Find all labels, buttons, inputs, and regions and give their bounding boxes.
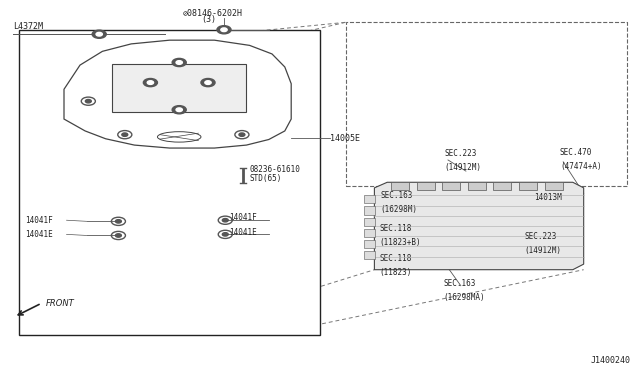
Bar bbox=[545, 182, 563, 190]
Circle shape bbox=[115, 234, 122, 237]
Bar bbox=[493, 182, 511, 190]
Text: J1400240: J1400240 bbox=[590, 356, 630, 365]
Text: FRONT: FRONT bbox=[46, 299, 75, 308]
Bar bbox=[364, 229, 375, 237]
Text: SEC.470: SEC.470 bbox=[560, 148, 593, 157]
Bar bbox=[364, 218, 375, 226]
Text: ⊘08146-6202H: ⊘08146-6202H bbox=[182, 9, 243, 18]
Bar bbox=[364, 251, 375, 259]
Text: L4372M: L4372M bbox=[13, 22, 43, 31]
Circle shape bbox=[176, 108, 182, 112]
Circle shape bbox=[239, 133, 245, 137]
Bar bbox=[468, 182, 486, 190]
Circle shape bbox=[222, 232, 228, 236]
Text: (47474+A): (47474+A) bbox=[560, 162, 602, 171]
Circle shape bbox=[85, 99, 92, 103]
Text: 14041F: 14041F bbox=[229, 213, 257, 222]
Polygon shape bbox=[112, 64, 246, 112]
Circle shape bbox=[205, 81, 211, 84]
Ellipse shape bbox=[157, 132, 201, 142]
Bar bbox=[364, 206, 375, 215]
Text: SEC.223: SEC.223 bbox=[525, 232, 557, 241]
Bar bbox=[519, 182, 537, 190]
Bar bbox=[364, 195, 375, 203]
Text: SEC.118: SEC.118 bbox=[380, 254, 412, 263]
Circle shape bbox=[172, 106, 186, 114]
Text: (11823+B): (11823+B) bbox=[380, 238, 421, 247]
Circle shape bbox=[201, 78, 215, 87]
Polygon shape bbox=[64, 40, 291, 148]
Circle shape bbox=[176, 61, 182, 64]
Circle shape bbox=[172, 58, 186, 67]
Text: (16298MA): (16298MA) bbox=[444, 293, 485, 302]
Circle shape bbox=[122, 133, 128, 137]
Text: (14912M): (14912M) bbox=[445, 163, 482, 172]
Polygon shape bbox=[374, 182, 584, 270]
Circle shape bbox=[147, 81, 154, 84]
Circle shape bbox=[217, 26, 231, 34]
Circle shape bbox=[92, 30, 106, 38]
Circle shape bbox=[221, 28, 227, 32]
Bar bbox=[19, 30, 320, 335]
Text: (14912M): (14912M) bbox=[525, 246, 562, 255]
Circle shape bbox=[222, 218, 228, 222]
Circle shape bbox=[115, 219, 122, 223]
Text: STD(65): STD(65) bbox=[250, 174, 282, 183]
Text: 14041E: 14041E bbox=[26, 230, 53, 239]
Circle shape bbox=[96, 32, 102, 36]
Text: 14013M: 14013M bbox=[534, 193, 562, 202]
Text: 14005E: 14005E bbox=[330, 134, 360, 143]
Bar bbox=[346, 22, 627, 186]
Text: 14041E: 14041E bbox=[229, 228, 257, 237]
Bar bbox=[364, 240, 375, 248]
Text: SEC.118: SEC.118 bbox=[380, 224, 412, 233]
Text: 08236-61610: 08236-61610 bbox=[250, 165, 300, 174]
Text: (11823): (11823) bbox=[380, 268, 412, 277]
Bar bbox=[442, 182, 460, 190]
Circle shape bbox=[143, 78, 157, 87]
Text: 14041F: 14041F bbox=[26, 216, 53, 225]
Text: SEC.223: SEC.223 bbox=[445, 149, 477, 158]
Text: (3): (3) bbox=[202, 15, 216, 24]
Text: SEC.163: SEC.163 bbox=[381, 191, 413, 200]
Text: (16298M): (16298M) bbox=[381, 205, 418, 214]
Bar bbox=[417, 182, 435, 190]
Bar bbox=[391, 182, 409, 190]
Text: SEC.163: SEC.163 bbox=[444, 279, 476, 288]
